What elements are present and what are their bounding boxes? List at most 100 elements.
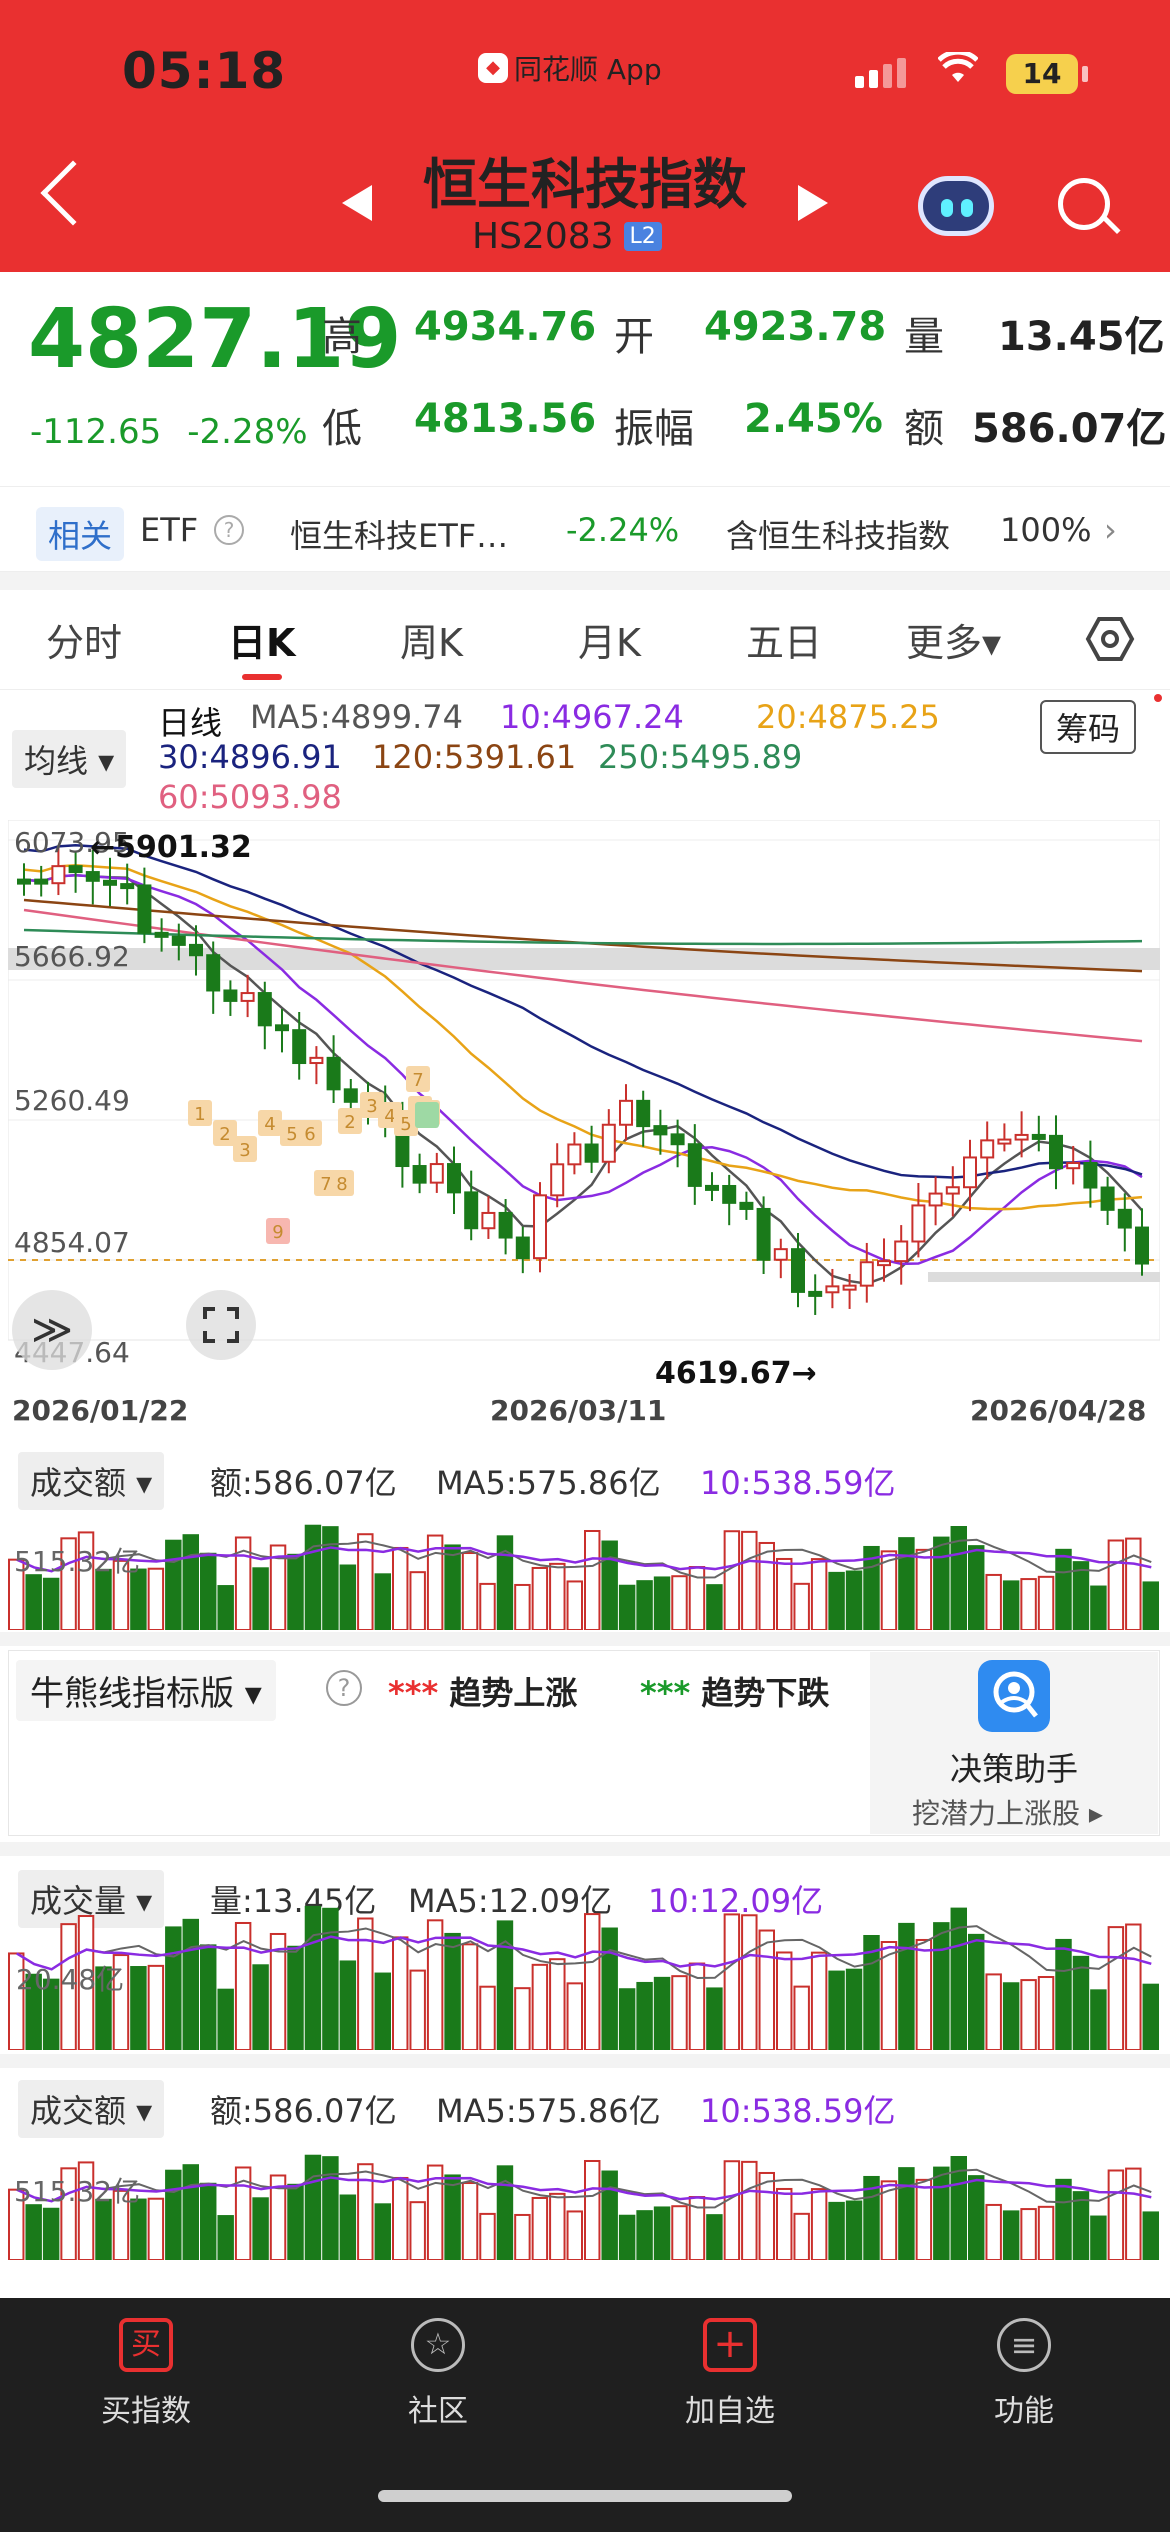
open-label: 开 [614,314,654,360]
volume-bar [531,2196,549,2260]
amount-label: 额 [904,406,944,452]
volume-bar [374,1573,391,1630]
ma120-value: 120:5391.61 [372,738,577,776]
volume-bar [42,1577,60,1630]
candle-body [584,1143,599,1163]
volume-bar [566,1580,584,1630]
nav-community[interactable]: ☆ 社区 [338,2318,538,2430]
ma250-line [23,928,1143,946]
volume-bar [426,2164,444,2260]
robot-assistant-icon[interactable] [918,176,994,236]
trend-down-dots: *** [640,1674,691,1712]
candle-body [636,1099,651,1128]
help-icon[interactable]: ? [326,1670,362,1706]
volume-bar [426,1534,444,1630]
chip-distribution-button[interactable]: 筹码 [1040,700,1137,754]
ma30-value: 30:4896.91 [158,738,342,776]
volume-bar [1072,1561,1090,1630]
volume-bar [392,2176,409,2260]
ma60-line [23,908,1143,1043]
candle-body [945,1186,960,1195]
signal-marker [188,1100,212,1126]
volume-bar [252,1964,269,2050]
etf-name[interactable]: 恒生科技ETF… [290,517,509,555]
fullscreen-button[interactable] [186,1290,256,1360]
volume-bar [25,1574,42,1630]
next-stock-arrow-icon[interactable] [798,185,828,221]
amount-histogram-2[interactable] [8,2130,1160,2260]
candle-body [877,1260,891,1267]
ma-dropdown[interactable]: 均线 ▾ [12,730,127,788]
nav-add-watchlist[interactable]: + 加自选 [630,2318,830,2430]
settings-hexagon-icon[interactable] [1085,614,1135,664]
signal-marker [330,1170,354,1196]
kline-period-label: 日线 [158,704,223,742]
tab-five-day[interactable]: 五日 [746,621,823,665]
search-icon[interactable] [1058,178,1110,230]
volume-dropdown[interactable]: 成交量 ▾ [18,1870,165,1928]
battery-indicator: 14 [1006,54,1078,94]
amount-ma5-2: MA5:575.86亿 [436,2092,661,2130]
menu-icon: ≡ [997,2318,1051,2372]
bull-bear-panel [8,1650,1160,1836]
volume-histogram[interactable] [8,1876,1160,2050]
volume-label: 量 [904,314,944,360]
amount-dropdown-2[interactable]: 成交额 ▾ [18,2080,165,2138]
tab-monthly-k[interactable]: 月K [578,621,641,665]
volume-bar [1002,2210,1020,2260]
volume-bar [25,2204,42,2260]
volume-bar [723,2160,741,2260]
volume-bar [706,2214,723,2260]
volume-bar [776,2187,793,2260]
prev-stock-arrow-icon[interactable] [342,185,372,221]
kline-chart[interactable]: 1234567892345678 [8,820,1160,1380]
volume-bar [304,2154,322,2260]
amount-dropdown[interactable]: 成交额 ▾ [18,1452,165,1510]
volume-bar [1107,2169,1125,2260]
volume-bar [601,2170,618,2260]
candle-body [17,878,31,885]
candle-body [223,989,238,1002]
amount-histogram[interactable] [8,1500,1160,1630]
volume-bar [1125,1923,1142,2050]
expand-panel-button[interactable]: ≫ [12,1290,92,1370]
chevron-right-icon[interactable]: › [1104,511,1117,549]
volume-bar [1002,1982,1020,2050]
help-icon[interactable]: ? [214,515,244,545]
related-etf-strip[interactable]: 相关 ETF ? 恒生科技ETF… -2.24% 含恒生科技指数 100% › [0,486,1170,572]
volume-bar [1002,1580,1020,1630]
nav-buy-index[interactable]: 买 买指数 [46,2318,246,2430]
candle-body [842,1284,857,1291]
section-divider [0,572,1170,590]
volume-bar [130,1966,147,2050]
volume-bar [671,1975,688,2050]
tab-weekly-k[interactable]: 周K [400,621,463,665]
assistant-subtitle[interactable]: 挖潜力上涨股 ▸ [912,1797,1103,1830]
signal-number: 7 [412,1070,423,1091]
decision-assistant-icon[interactable] [978,1660,1050,1732]
nav-functions[interactable]: ≡ 功能 [924,2318,1124,2430]
candle-body [911,1204,926,1243]
volume-bar [1037,2205,1055,2260]
high-value: 4934.76 [414,304,597,350]
tab-intraday[interactable]: 分时 [46,621,123,665]
tab-more[interactable]: 更多▾ [906,621,1002,665]
volume-bar [531,1963,549,2050]
current-price: 4827.19 [28,292,402,387]
high-marker-label: ←5901.32 [90,830,252,865]
volume-bar [200,1552,217,1630]
volume-bar [810,2188,828,2260]
candle-body [292,1029,307,1065]
nav-label: 加自选 [685,2394,775,2429]
volume-y-label: 20.48亿 [16,1963,125,1996]
candle-body [705,1184,719,1191]
volume-bar [915,2178,933,2260]
candle-body [1014,1133,1029,1141]
volume-bar [357,2163,374,2260]
candle-body [85,871,100,882]
volume-bar [479,1985,496,2050]
bull-bear-dropdown[interactable]: 牛熊线指标版 ▾ [16,1660,276,1721]
candle-body [1066,1161,1081,1170]
section-divider [0,2054,1170,2068]
tab-daily-k[interactable]: 日K [228,621,296,665]
